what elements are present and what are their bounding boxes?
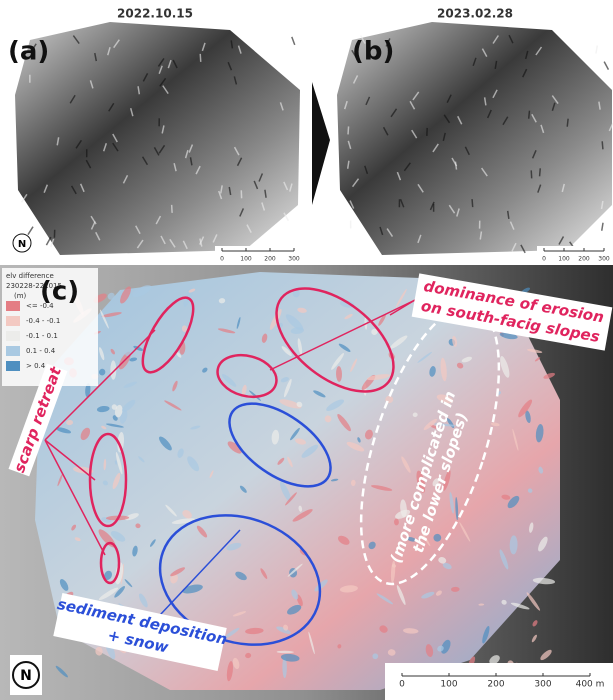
scale-label: 200	[578, 256, 590, 263]
texture	[604, 62, 608, 70]
scale-label: 400 m	[576, 680, 605, 690]
texture	[292, 37, 295, 45]
texture	[567, 119, 568, 127]
scale-label: 100	[440, 680, 457, 690]
scale-label: 100	[240, 256, 252, 263]
scale-label: 0	[542, 256, 546, 263]
legend-label: -0.1 - 0.1	[26, 332, 58, 340]
panel-label: (b)	[352, 37, 394, 67]
legend-swatch	[6, 316, 20, 326]
scale-label: 100	[558, 256, 570, 263]
figure: 2022.10.15 (a) N 2023.02.28 (b) elv diff…	[0, 0, 613, 700]
texture	[602, 223, 603, 231]
texture	[472, 199, 473, 207]
legend-swatch	[6, 346, 20, 356]
legend-swatch	[6, 361, 20, 371]
scale-label: 300	[288, 256, 300, 263]
legend-swatch	[6, 301, 20, 311]
legend-swatch	[6, 331, 20, 341]
scale-label: 0	[220, 256, 224, 263]
texture	[596, 46, 597, 54]
north-label: N	[20, 668, 32, 684]
panel-label: (a)	[8, 37, 49, 67]
scale-label: 200	[487, 680, 504, 690]
legend-label: > 0.4	[26, 362, 46, 370]
legend-label: 0.1 - 0.4	[26, 347, 56, 355]
panel-label: (c)	[40, 277, 79, 307]
date: 2023.02.28	[437, 7, 513, 21]
north-label: N	[18, 239, 26, 250]
arrow	[312, 82, 330, 205]
legend-unit: (m)	[14, 292, 27, 300]
texture	[529, 111, 530, 119]
legend-label: -0.4 - -0.1	[26, 317, 60, 325]
scale-label: 300	[534, 680, 551, 690]
scale-label: 200	[264, 256, 276, 263]
scale-label: 0	[399, 680, 405, 690]
texture	[602, 141, 603, 149]
texture	[540, 168, 541, 176]
date: 2022.10.15	[117, 7, 193, 21]
texture	[28, 227, 33, 235]
texture	[348, 126, 349, 134]
texture	[46, 237, 50, 245]
scale-label: 300	[598, 256, 610, 263]
